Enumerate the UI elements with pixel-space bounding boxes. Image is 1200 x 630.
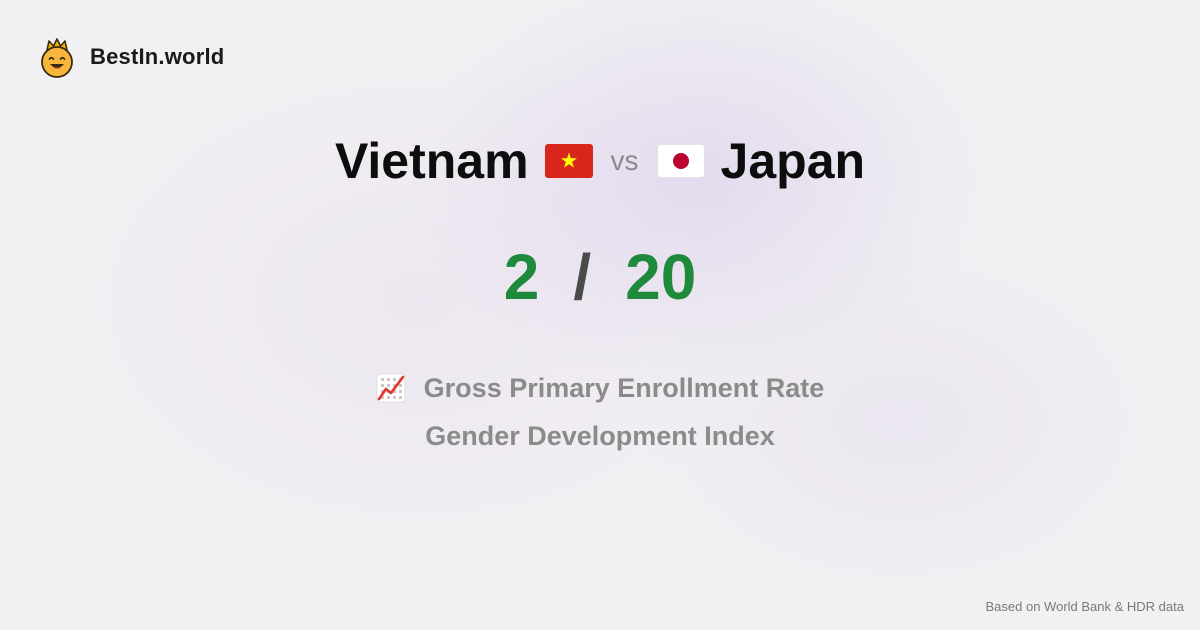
rank-comparison: 2 / 20 (0, 240, 1200, 314)
metric-line-2: Gender Development Index (425, 421, 775, 451)
brand-header[interactable]: BestIn.world (38, 36, 224, 78)
crown-smiley-icon (41, 38, 73, 78)
chart-increasing-icon (376, 373, 406, 403)
rank-right: 20 (625, 241, 697, 313)
vietnam-flag-icon (544, 144, 593, 178)
country-right: Japan (720, 133, 866, 189)
vs-label: vs (610, 145, 639, 176)
country-left: Vietnam (334, 133, 529, 189)
metric-title: Gross Primary Enrollment Rate Gender Dev… (0, 364, 1200, 460)
rank-left: 2 (503, 241, 540, 313)
japan-flag-icon (656, 144, 705, 178)
brand-name: BestIn.world (90, 44, 225, 69)
data-source-note: Based on World Bank & HDR data (985, 599, 1184, 614)
country-comparison: Vietnam vs Japan (0, 132, 1200, 190)
metric-line-1: Gross Primary Enrollment Rate (0, 364, 1200, 412)
rank-separator: / (573, 241, 592, 313)
metric-name: Gross Primary Enrollment Rate (423, 373, 825, 403)
